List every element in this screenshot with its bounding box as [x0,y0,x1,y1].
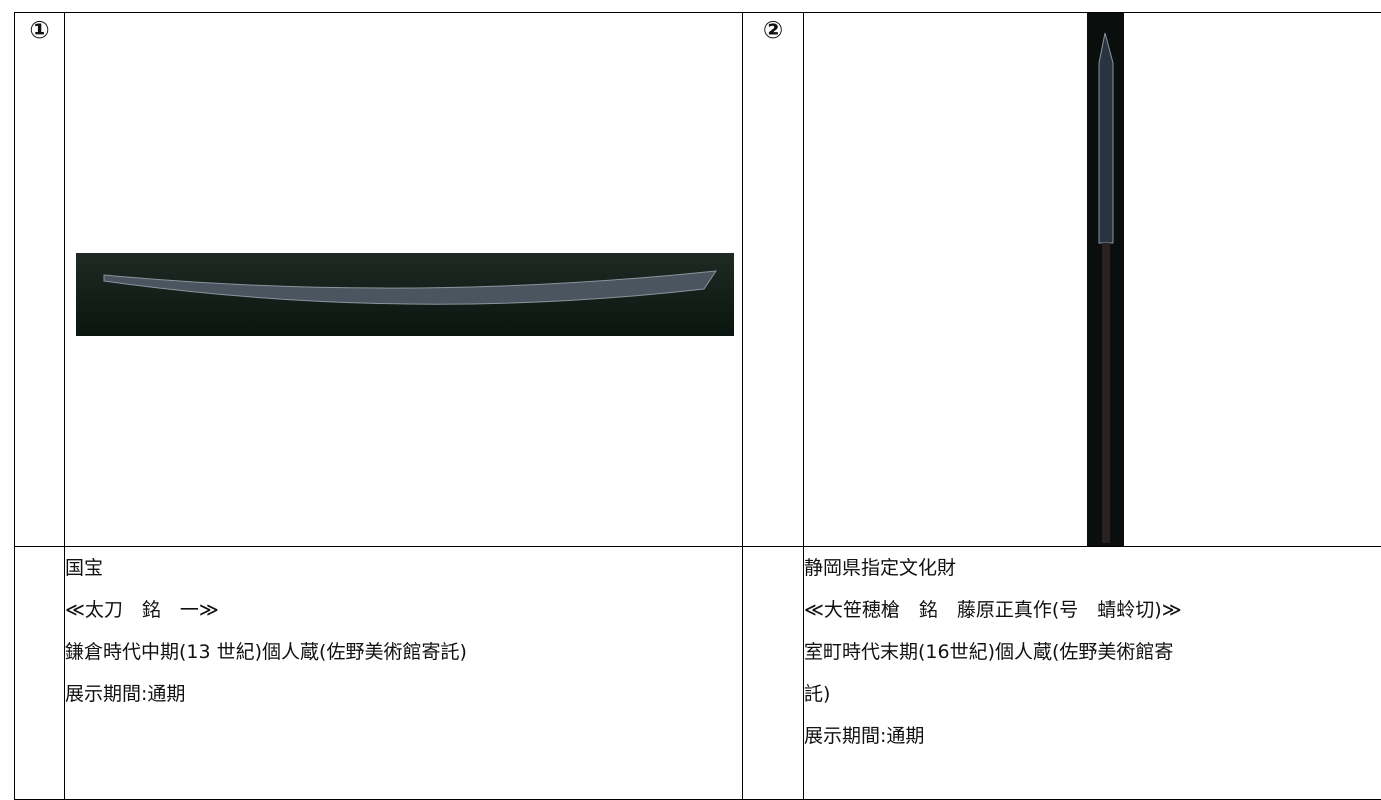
sword-blade [103,270,718,305]
image-cell [803,12,1381,547]
caption-cell: 静岡県指定文化財 ≪大笹穂槍 銘 藤原正真作(号 蜻蛉切)≫ 室町時代末期(16世紀… [803,546,1381,800]
caption-line: 室町時代末期(16世紀)個人蔵(佐野美術館寄 [804,641,1174,663]
caption-line: 静岡県指定文化財 [804,557,957,579]
caption-line: ≪太刀 銘 一≫ [65,599,219,621]
spear-blade [1098,32,1114,543]
empty-cell [14,546,65,800]
sword-image [76,253,734,336]
item-number: ① [14,12,65,547]
spear-image [1087,13,1124,546]
image-cell [64,12,743,547]
caption-line: 国宝 [65,557,104,579]
caption-line: ≪大笹穂槍 銘 藤原正真作(号 蜻蛉切)≫ [804,599,1182,621]
caption-line: 託) [804,683,831,705]
text-row: 国宝 ≪太刀 銘 一≫ 鎌倉時代中期(13 世紀)個人蔵(佐野美術館寄託) 展示期間:… [14,546,1381,800]
caption-line: 展示期間:通期 [65,683,186,705]
caption-cell: 国宝 ≪太刀 銘 一≫ 鎌倉時代中期(13 世紀)個人蔵(佐野美術館寄託) 展示期間:… [64,546,743,800]
caption-line: 展示期間:通期 [804,725,925,747]
item-number: ② [742,12,804,547]
caption-line: 鎌倉時代中期(13 世紀)個人蔵(佐野美術館寄託) [65,641,467,663]
exhibit-table: ① ② 国宝 ≪太刀 銘 一≫ 鎌倉時代中期(13 世紀)個人蔵(佐野美術館寄託) 展… [14,12,1381,800]
empty-cell [742,546,804,800]
image-row: ① ② [14,12,1381,547]
